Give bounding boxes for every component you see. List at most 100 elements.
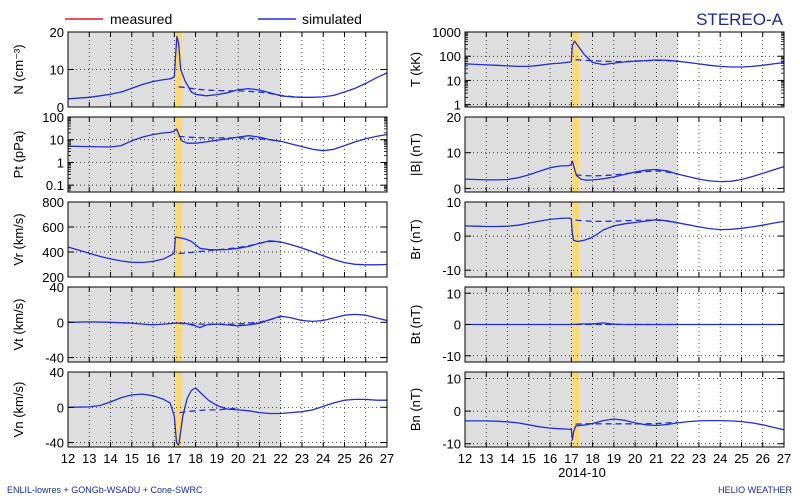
plot-frame: [464, 371, 785, 448]
y-tick-label: 600: [42, 220, 64, 235]
cme-band: [175, 287, 182, 362]
x-tick-label: 19: [210, 451, 224, 466]
x-tick-label: 18: [188, 451, 202, 466]
panel-N: 0 10 20 N (cm⁻³): [11, 25, 388, 115]
panel-Vn: -40 0 40 Vn (km/s) 12 13 14 15 16 17 18 19 20 21 22 23 2…: [11, 365, 394, 466]
x-tick-label: 13: [82, 451, 96, 466]
cme-band: [572, 32, 579, 107]
x-tick-label: 24: [316, 451, 330, 466]
cme-band: [175, 372, 182, 447]
y-axis-label: Br (nT): [408, 219, 423, 259]
series-simulated: [464, 217, 785, 243]
cme-band: [175, 202, 182, 277]
y-tick-label: -40: [45, 351, 64, 366]
shaded-region: [68, 372, 281, 447]
y-tick-label: 1: [57, 155, 64, 170]
series-simulated: [67, 128, 388, 152]
y-tick-label: 1000: [432, 25, 461, 40]
y-axis-label: Bt (nT): [408, 305, 423, 345]
x-tick-label: 27: [380, 451, 394, 466]
x-tick-label: 25: [734, 451, 748, 466]
y-axis-label: Vt (km/s): [11, 299, 26, 351]
y-tick-label: -10: [442, 263, 461, 278]
series-simulated: [465, 322, 784, 326]
x-tick-label: 13: [479, 451, 493, 466]
legend-simulated-label: simulated: [302, 11, 362, 27]
x-axis-label: 2014-10: [558, 465, 606, 480]
plot-frame: [464, 116, 785, 193]
series-simulated-dashed: [178, 316, 281, 325]
shaded-region: [465, 202, 678, 277]
shaded-region: [68, 202, 281, 277]
y-tick-label: -40: [45, 436, 64, 451]
x-tick-label: 23: [295, 451, 309, 466]
y-tick-label: 0: [57, 100, 64, 115]
x-tick-label: 26: [755, 451, 769, 466]
y-tick-label: 10: [50, 63, 64, 78]
plot-frame: [67, 286, 388, 363]
x-tick-label: 22: [273, 451, 287, 466]
legend: measured simulated: [65, 11, 362, 27]
panel-Pt: 0.1 1 10 100 Pt (pPa): [11, 110, 388, 193]
y-axis-label: Vr (km/s): [11, 213, 26, 265]
y-tick-label: 1: [454, 98, 461, 113]
y-tick-label: 0: [57, 400, 64, 415]
y-tick-label: 400: [42, 245, 64, 260]
legend-measured-label: measured: [110, 11, 172, 27]
series-simulated: [464, 160, 785, 183]
y-tick-label: 20: [50, 25, 64, 40]
cme-band: [572, 117, 579, 192]
y-tick-label: 10: [447, 372, 461, 387]
y-tick-label: 0: [454, 404, 461, 419]
panel-Br: -10 0 10 Br (nT): [408, 195, 785, 278]
y-tick-label: 10: [447, 195, 461, 210]
shaded-region: [465, 117, 678, 192]
brand-label: HELIO WEATHER: [718, 485, 792, 495]
x-tick-label: 24: [713, 451, 727, 466]
x-tick-label: 22: [670, 451, 684, 466]
panel-Bt: -10 0 10 Bt (nT): [408, 286, 785, 364]
y-axis-label: Vn (km/s): [11, 382, 26, 438]
x-tick-label: 23: [692, 451, 706, 466]
series-simulated: [67, 236, 388, 266]
y-axis-label: |B| (nT): [408, 133, 423, 176]
series-simulated-dashed: [575, 59, 678, 63]
y-axis-label: T (kK): [408, 52, 423, 87]
y-axis-label: Bn (nT): [408, 388, 423, 431]
cme-band: [175, 32, 182, 107]
cme-band: [572, 372, 579, 447]
plot-frame: [67, 116, 388, 193]
x-tick-label: 15: [522, 451, 536, 466]
y-tick-label: 20: [447, 110, 461, 125]
x-tick-label: 27: [777, 451, 791, 466]
spacecraft-title: STEREO-A: [696, 10, 784, 29]
y-tick-label: 0: [57, 315, 64, 330]
x-tick-label: 14: [500, 451, 514, 466]
x-tick-label: 12: [61, 451, 75, 466]
panel-Vt: -40 0 40 Vt (km/s): [11, 280, 388, 366]
series-simulated: [67, 387, 387, 446]
x-tick-label: 17: [564, 451, 578, 466]
x-tick-label: 18: [585, 451, 599, 466]
x-tick-label: 19: [607, 451, 621, 466]
plot-frame: [67, 371, 388, 448]
series-simulated-dashed: [575, 421, 678, 425]
y-tick-label: 10: [447, 73, 461, 88]
panel-Vr: 200 400 600 800 Vr (km/s): [11, 195, 388, 285]
shaded-region: [465, 32, 678, 107]
y-tick-label: 0: [454, 181, 461, 196]
cme-band: [572, 202, 579, 277]
cme-band: [175, 117, 182, 192]
plot-frame: [464, 201, 785, 278]
series-simulated: [465, 418, 785, 441]
panel-Bn: -10 0 10 Bn (nT) 12 13 14 15 16 17 18 19 20 21 22 23 24 2…: [408, 371, 791, 480]
y-tick-label: 800: [42, 195, 64, 210]
y-tick-label: -10: [442, 437, 461, 452]
panel-T: 1 10 100 1000 T (kK): [408, 25, 785, 113]
x-tick-label: 17: [167, 451, 181, 466]
series-simulated-dashed: [178, 240, 281, 255]
x-tick-label: 25: [337, 451, 351, 466]
shaded-region: [68, 117, 281, 192]
y-tick-label: 40: [50, 280, 64, 295]
